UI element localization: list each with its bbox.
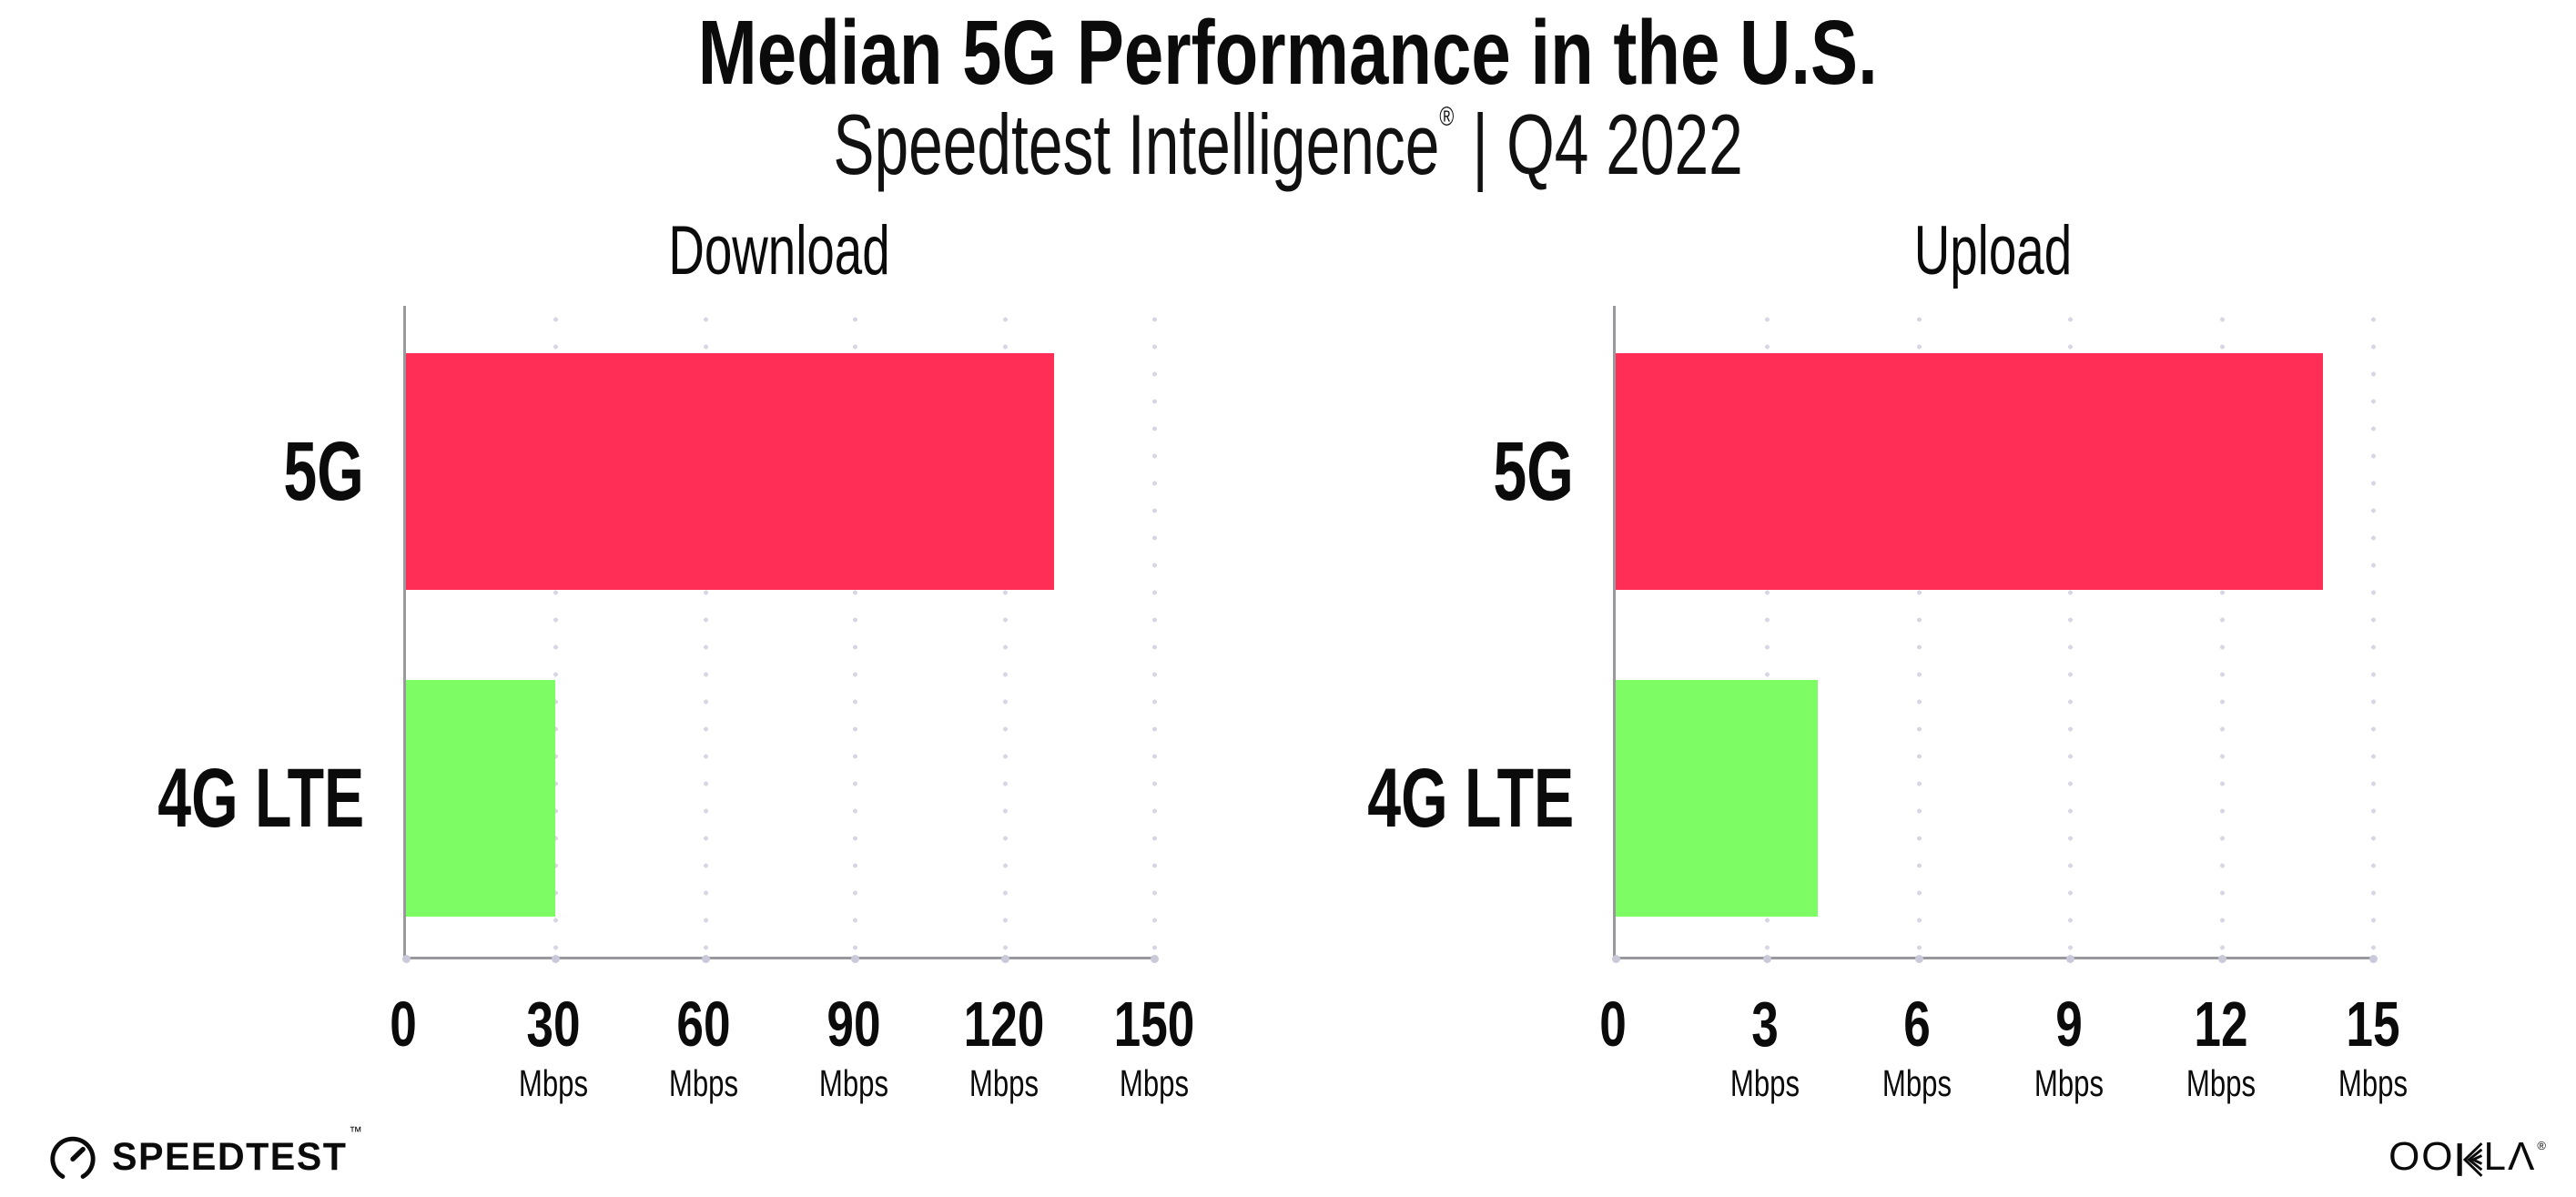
axis-tick-dot <box>1612 955 1620 963</box>
x-tick-value: 15 <box>2346 989 2400 1060</box>
upload-plot-area <box>1612 306 2378 963</box>
gridlines <box>406 306 1157 957</box>
page-subtitle: Speedtest Intelligence® | Q4 2022 <box>0 102 2576 188</box>
ookla-wordmark-right: LΛ <box>2483 1134 2537 1179</box>
axis-tick-dot <box>1151 955 1159 963</box>
gridline <box>553 306 559 957</box>
axis-dots <box>402 306 1159 963</box>
chart-title-upload: Upload <box>1913 212 2073 289</box>
bars <box>406 306 1154 957</box>
subtitle-period: Q4 2022 <box>1506 96 1743 192</box>
x-tick-label: 6 Mbps <box>1799 992 2035 1102</box>
x-tick-unit: Mbps <box>518 1062 589 1104</box>
axis-tick-dot <box>851 955 860 963</box>
speedtest-trademark: ™ <box>349 1123 364 1140</box>
x-tick-value: 6 <box>1903 989 1931 1060</box>
axis-tick-dot <box>402 955 411 963</box>
x-tick-value: 0 <box>1599 989 1627 1060</box>
bar-5g <box>406 353 1055 590</box>
x-tick-value: 60 <box>676 989 731 1060</box>
gridline <box>1916 306 1922 957</box>
x-tick-label: 15 Mbps <box>2255 992 2491 1102</box>
x-tick-value: 150 <box>1113 989 1195 1060</box>
x-tick-value: 3 <box>1751 989 1779 1060</box>
bar-4g-lte <box>1616 680 1818 917</box>
page-title-text: Median 5G Performance in the U.S. <box>698 2 1878 104</box>
x-tick-label: 90 Mbps <box>735 992 972 1102</box>
category-label-4g-lte: 4G LTE <box>1367 752 1574 845</box>
x-tick-unit: Mbps <box>668 1062 739 1104</box>
category-label-4g-lte: 4G LTE <box>157 752 364 845</box>
x-tick-label: 60 Mbps <box>585 992 822 1102</box>
download-plot-area <box>402 306 1159 963</box>
gridline <box>1152 306 1157 957</box>
axis-tick-dot <box>701 955 710 963</box>
x-tick-value: 30 <box>526 989 581 1060</box>
axis-tick-dot <box>2066 955 2075 963</box>
x-tick-label: 0 <box>285 992 522 1056</box>
x-tick-label: 120 Mbps <box>886 992 1122 1102</box>
download-chart: Download 5G 4G LTE 0 30 Mbps 60 Mbps 90 Mbps 120… <box>157 217 1194 1102</box>
x-tick-unit: Mbps <box>2033 1062 2104 1104</box>
ookla-k-icon <box>2456 1142 2483 1177</box>
gridline <box>2219 306 2225 957</box>
gridline <box>2371 306 2376 957</box>
axis-tick-dot <box>2369 955 2378 963</box>
bar-5g <box>1616 353 2323 590</box>
axis-tick-dot <box>2217 955 2226 963</box>
x-tick-unit: Mbps <box>1881 1062 1952 1104</box>
x-tick-label: 9 Mbps <box>1951 992 2187 1102</box>
x-tick-unit: Mbps <box>969 1062 1040 1104</box>
gridline <box>1002 306 1008 957</box>
axis-tick-dot <box>1763 955 1772 963</box>
upload-chart: Upload 5G 4G LTE 0 3 Mbps 6 Mbps 9 Mbps 12 Mbps 15… <box>1367 217 2408 1102</box>
x-tick-value: 9 <box>2055 989 2083 1060</box>
axis-tick-dot <box>552 955 561 963</box>
x-tick-unit: Mbps <box>2186 1062 2257 1104</box>
subtitle-product: Speedtest Intelligence <box>833 96 1440 192</box>
axis-tick-dot <box>1914 955 1923 963</box>
gridline <box>1765 306 1770 957</box>
x-tick-label: 0 <box>1495 992 1731 1056</box>
ookla-logo: OO LΛ ® <box>2388 1134 2546 1179</box>
speedtest-gauge-icon <box>47 1131 98 1182</box>
subtitle-divider: | <box>1472 96 1488 192</box>
x-tick-unit: Mbps <box>1729 1062 1800 1104</box>
x-tick-label: 30 Mbps <box>435 992 672 1102</box>
x-tick-unit: Mbps <box>2338 1062 2409 1104</box>
gridline <box>2068 306 2074 957</box>
gridline <box>853 306 858 957</box>
x-tick-label: 3 Mbps <box>1647 992 1883 1102</box>
axis-tick-dot <box>1000 955 1009 963</box>
ookla-registered-mark: ® <box>2537 1139 2546 1152</box>
page-title: Median 5G Performance in the U.S. <box>0 7 2576 98</box>
speedtest-logo: SPEEDTEST™ <box>47 1123 372 1182</box>
x-tick-value: 90 <box>827 989 881 1060</box>
gridlines <box>1616 306 2376 957</box>
x-ticks: 0 3 Mbps 6 Mbps 9 Mbps 12 Mbps 15 Mbps <box>1599 959 2408 1141</box>
category-label-5g: 5G <box>1493 425 1574 518</box>
x-tick-value: 12 <box>2194 989 2248 1060</box>
x-tick-unit: Mbps <box>1119 1062 1190 1104</box>
x-tick-label: 150 Mbps <box>1036 992 1273 1102</box>
category-label-5g: 5G <box>283 425 364 518</box>
registered-mark: ® <box>1439 102 1455 132</box>
x-tick-value: 120 <box>963 989 1045 1060</box>
chart-title-download: Download <box>667 212 890 289</box>
x-ticks: 0 30 Mbps 60 Mbps 90 Mbps 120 Mbps 150 Mbps <box>390 959 1194 1141</box>
x-tick-label: 12 Mbps <box>2103 992 2339 1102</box>
ookla-wordmark-left: OO <box>2388 1134 2455 1179</box>
bars <box>1616 306 2373 957</box>
axis-dots <box>1612 306 2378 963</box>
bar-4g-lte <box>406 680 556 917</box>
x-tick-value: 0 <box>390 989 417 1060</box>
gridline <box>703 306 708 957</box>
x-tick-unit: Mbps <box>818 1062 889 1104</box>
speedtest-wordmark: SPEEDTEST™ <box>112 1123 364 1179</box>
